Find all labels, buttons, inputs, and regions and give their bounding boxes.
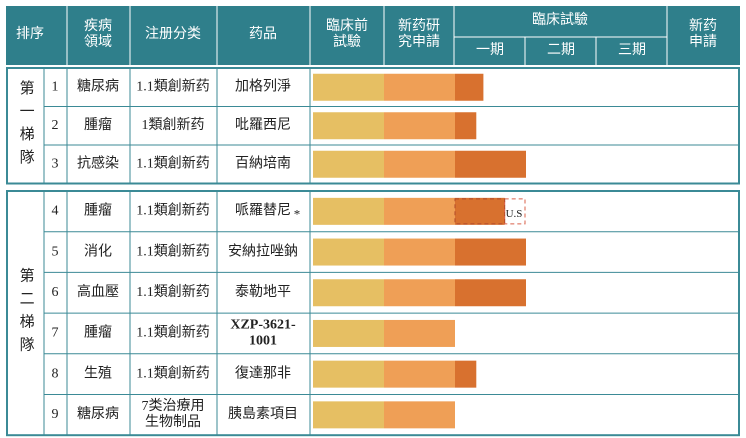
progress-segment [455,73,484,101]
progress-segment [313,401,384,429]
header-phase: 三期 [618,42,646,58]
progress-segment [384,279,455,307]
disease-area: 抗感染 [77,154,119,171]
disease-area: 腫瘤 [84,202,112,219]
drug-class: 1.1類創新药 [136,243,210,259]
header-stage: 試驗 [333,34,361,50]
disease-area: 腫瘤 [84,324,112,341]
progress-segment [384,360,455,388]
header-phase: 一期 [476,42,504,58]
header-stage: 臨床試驗 [532,12,588,28]
header-drug: 药品 [249,26,277,42]
header-stage: 新药 [689,18,717,34]
tier-label: 第二梯隊 [18,266,35,359]
row-number: 1 [52,79,59,94]
progress-segment [455,238,526,266]
drug-name: 加格列淨 [235,78,291,94]
drug-name: 復達那非 [235,364,291,381]
drug-name: XZP-3621- [230,318,296,333]
progress-segment [384,401,455,429]
progress-segment [313,112,384,140]
planned-frame [454,198,506,225]
progress-segment [384,197,455,225]
planned-segment [504,198,526,225]
drug-name: 百納培南 [235,155,291,171]
tier-box [6,67,740,185]
tier-label: 第一梯隊 [18,79,35,172]
row-number: 4 [52,204,59,219]
drug-class: 1.1類創新药 [136,365,210,381]
progress-segment [384,150,455,178]
drug-class: 1類創新药 [142,117,205,133]
drug-class: 生物制品 [145,414,201,430]
progress-segment [313,73,384,101]
drug-class: 1.1類創新药 [136,284,210,300]
header-class: 注册分类 [145,26,201,42]
row-number: 6 [52,285,59,300]
header-bg [6,6,740,65]
drug-name: 安納拉唑鈉 [228,242,298,259]
progress-segment [313,319,384,347]
drug-class: 7类治療用 [142,397,205,414]
disease-area: 腫瘤 [84,116,112,133]
row-number: 9 [52,407,59,422]
header-dividers [66,6,668,65]
drug-name: 1001 [249,334,277,349]
row-number: 7 [52,326,59,341]
drug-mark: * [294,206,301,221]
drug-name: 哌羅替尼 [235,202,291,219]
progress-segment [384,112,455,140]
drug-class: 1.1類創新药 [136,78,210,94]
disease-area: 生殖 [84,364,112,381]
progress-segment [455,112,477,140]
header-area: 疾病 [84,18,112,34]
progress-segment [455,360,477,388]
row-number: 2 [52,118,59,133]
drug-name: 泰勒地平 [235,284,291,300]
drug-name: 吡羅西尼 [235,117,291,133]
progress-segment [384,319,455,347]
progress-segment [313,238,384,266]
progress-segment [384,73,455,101]
disease-area: 高血壓 [77,283,119,300]
header-phase: 二期 [547,42,575,58]
progress-segment [313,360,384,388]
row-number: 5 [52,244,59,259]
drug-name: 胰島素項目 [228,406,298,422]
header-stage: 新药研 [398,18,440,34]
planned-label: U.S [506,208,523,220]
progress-segment [313,197,384,225]
drug-class: 1.1類創新药 [136,325,210,341]
progress-segment [313,279,384,307]
progress-segment [455,279,526,307]
header-stage: 究申請 [398,34,440,50]
header-area: 領域 [84,33,112,50]
progress-segment [455,197,505,225]
disease-area: 消化 [84,243,112,259]
row-number: 3 [52,156,59,171]
progress-segment [455,150,526,178]
progress-segment [313,150,384,178]
header-stage: 申請 [689,34,717,50]
header-stage: 臨床前 [326,17,368,34]
header-rank: 排序 [16,26,44,42]
drug-class: 1.1類創新药 [136,155,210,171]
disease-area: 糖尿病 [77,406,119,422]
disease-area: 糖尿病 [77,78,119,94]
progress-segment [384,238,455,266]
row-number: 8 [52,366,59,381]
drug-class: 1.1類創新药 [136,203,210,219]
